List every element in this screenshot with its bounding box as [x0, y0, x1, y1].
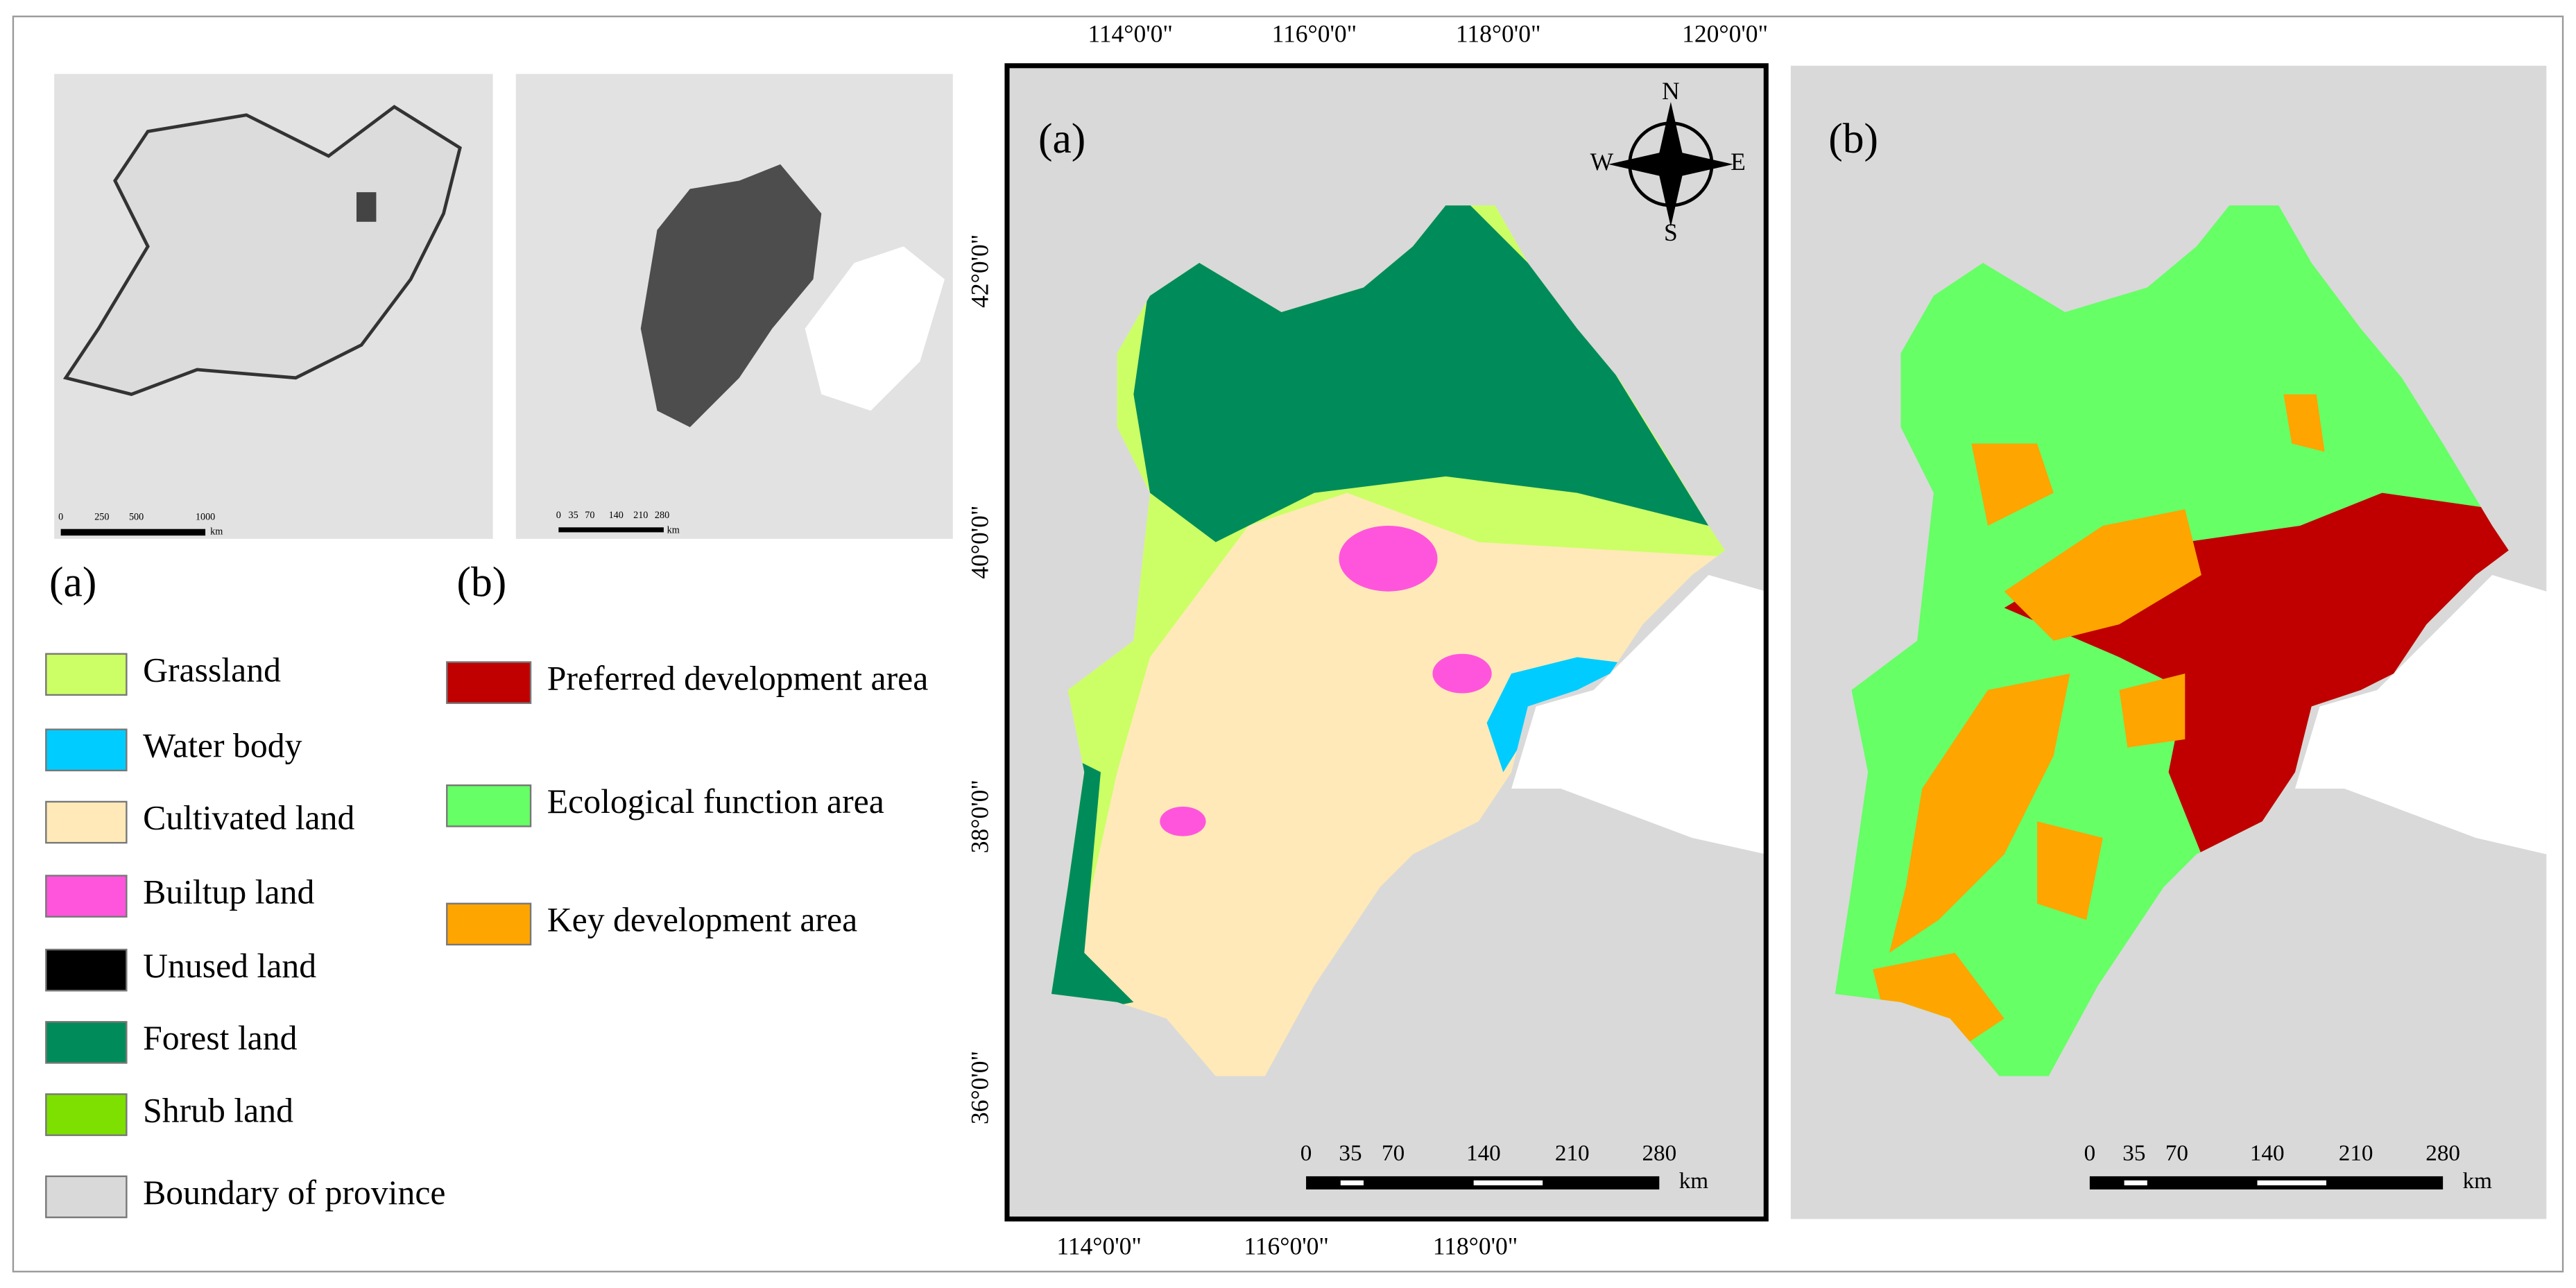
scale-bar-segment [1340, 1180, 1364, 1185]
compass-s: S [1664, 218, 1678, 246]
map-b-sea [2294, 575, 2547, 855]
bottom-tick-label: 116°0'0" [1244, 1232, 1329, 1260]
inset-scale-unit: km [667, 524, 680, 535]
inset-a-outline [62, 105, 462, 396]
legend-label: Builtup land [143, 873, 314, 911]
inset-scale-label: 0 [556, 510, 561, 521]
bottom-tick-label: 118°0'0" [1433, 1232, 1518, 1260]
legend-swatch [45, 1021, 128, 1064]
key-zone-6 [2283, 394, 2325, 452]
compass [1608, 101, 1733, 227]
figure-border [12, 15, 2564, 1273]
top-tick-label: 116°0'0" [1272, 19, 1357, 47]
inset-scale-label: 250 [94, 511, 109, 522]
left-tick-label: 38°0'0" [966, 780, 994, 853]
scale-label: 35 [2122, 1140, 2145, 1166]
scale-label: 140 [1466, 1140, 1501, 1166]
scale-label: 280 [1642, 1140, 1676, 1166]
builtup-beijing [1339, 525, 1438, 592]
key-zone-7 [2119, 673, 2186, 748]
key-zone-2 [1889, 673, 2070, 953]
bottom-tick-label: 114°0'0" [1056, 1232, 1142, 1260]
inset-b-label: (b) [456, 559, 506, 606]
scale-label: 280 [2425, 1140, 2460, 1166]
legend-label: Shrub land [143, 1091, 293, 1129]
legend-label: Cultivated land [143, 799, 354, 837]
scale-label: 210 [1555, 1140, 1590, 1166]
map-a-frame [1004, 63, 1769, 1222]
inset-b-sea [805, 246, 945, 411]
scale-bar-segment [2257, 1180, 2326, 1185]
legend-label: Water body [143, 727, 302, 765]
top-tick-label: 120°0'0" [1682, 19, 1768, 47]
top-tick-label: 118°0'0" [1456, 19, 1541, 47]
legend-swatch [446, 902, 532, 946]
inset-b-region [640, 164, 822, 427]
legend-swatch [446, 661, 532, 704]
inset-scale-label: 140 [609, 510, 624, 521]
top-tick-label: 114°0'0" [1088, 19, 1173, 47]
legend-swatch [45, 800, 128, 844]
scale-bar-segment [1473, 1180, 1543, 1185]
legend-label: Grassland [143, 651, 281, 689]
legend-swatch [45, 728, 128, 772]
inset-a-label: (a) [49, 559, 96, 606]
inset-scale-label: 1000 [196, 511, 215, 522]
inset-a-scale-bar [60, 529, 206, 536]
legend-label: Boundary of province [143, 1174, 445, 1212]
legend-label: Forest land [143, 1019, 298, 1057]
inset-scale-label: 70 [585, 510, 594, 521]
inset-scale-unit: km [210, 526, 223, 538]
scale-label: 70 [2165, 1140, 2188, 1166]
legend-swatch [45, 875, 128, 918]
left-tick-label: 40°0'0" [966, 506, 994, 579]
inset-scale-label: 35 [569, 510, 578, 521]
key-zone-1 [2004, 509, 2201, 641]
key-zone-4 [2037, 821, 2103, 920]
legend-label: Key development area [547, 901, 857, 939]
map-b-label: (b) [1828, 115, 1878, 162]
compass-w: W [1590, 148, 1614, 175]
legend-label: Ecological function area [547, 782, 884, 821]
scale-label: 70 [1382, 1140, 1405, 1166]
inset-scale-label: 500 [129, 511, 144, 522]
legend-label: Preferred development area [547, 659, 929, 697]
left-tick-label: 36°0'0" [966, 1051, 994, 1124]
scale-label: 0 [1300, 1140, 1312, 1166]
legend-swatch [446, 784, 532, 827]
inset-b-scale-bar [558, 527, 664, 533]
left-tick-label: 42°0'0" [966, 234, 994, 308]
map-a-label: (a) [1038, 115, 1085, 162]
compass-star [1608, 101, 1733, 227]
legend-label: Unused land [143, 947, 316, 985]
builtup-tianjin [1432, 653, 1492, 694]
scale-label: 140 [2250, 1140, 2285, 1166]
map-a-sea [1511, 575, 1767, 855]
inset-scale-label: 210 [633, 510, 648, 521]
scale-label: 0 [2084, 1140, 2096, 1166]
inset-scale-label: 0 [58, 511, 63, 522]
scale-bar-segment [2124, 1180, 2147, 1185]
builtup-shijiazhuang [1160, 806, 1206, 836]
scale-unit: km [2463, 1168, 2493, 1194]
legend-swatch [45, 653, 128, 696]
inset-scale-label: 280 [655, 510, 669, 521]
compass-n: N [1662, 77, 1680, 105]
legend-swatch [45, 1093, 128, 1136]
scale-label: 35 [1339, 1140, 1362, 1166]
legend-swatch [45, 948, 128, 992]
key-zone-5 [1971, 443, 2054, 526]
scale-label: 210 [2339, 1140, 2373, 1166]
inset-a-highlight [356, 192, 377, 222]
scale-unit: km [1679, 1168, 1709, 1194]
compass-e: E [1731, 148, 1746, 175]
legend-swatch [45, 1175, 128, 1219]
